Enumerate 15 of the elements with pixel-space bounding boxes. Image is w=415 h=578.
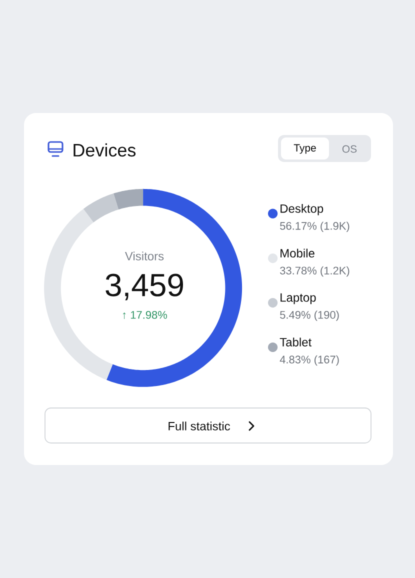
data-label: 56.17% (1.9K) — [280, 222, 350, 232]
chart-title: Devices — [74, 143, 136, 157]
text: Full statistic — [168, 422, 230, 430]
text: Type — [294, 144, 316, 154]
legend-label: Mobile — [280, 248, 314, 258]
text: 3,459 — [106, 274, 184, 300]
data-label: 33.78% (1.2K) — [280, 266, 350, 277]
data-label: 5.49% (190) — [280, 310, 339, 321]
legend-label: Laptop — [280, 293, 316, 304]
text: Visitors — [124, 252, 164, 260]
data-label: 4.83% (167) — [280, 355, 339, 366]
legend-label: Desktop — [280, 204, 324, 216]
legend-label: Tablet — [280, 338, 312, 346]
text: OS — [342, 145, 357, 153]
text: ↑ 17.98% — [123, 311, 168, 319]
